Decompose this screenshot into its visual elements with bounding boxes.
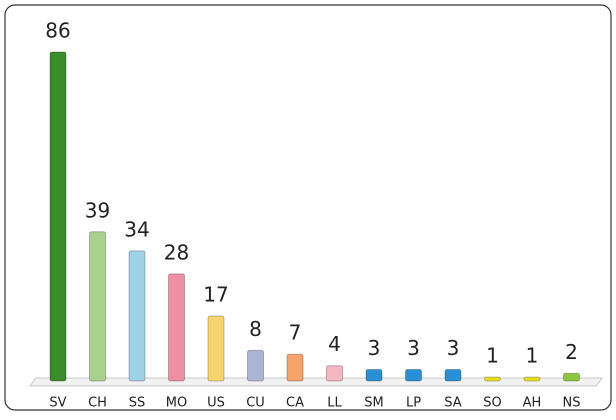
x-tick-label: LP [406,396,421,411]
data-label: 34 [124,217,149,241]
data-label: 1 [486,344,499,368]
bar [326,365,343,382]
bar [247,349,264,382]
bar [444,369,462,382]
x-tick-label: MO [166,396,187,411]
data-label: 17 [203,282,228,306]
bar [365,369,383,382]
data-label: 1 [526,344,539,368]
x-tick-label: LL [327,396,342,411]
bar [49,51,67,382]
bar [168,273,185,382]
data-label: 3 [407,336,420,360]
bar [128,250,146,382]
chart-frame [4,4,612,411]
x-tick-label: US [207,396,225,411]
bar [89,231,106,382]
x-tick-label: SA [444,396,461,411]
bar [207,315,225,382]
bar [523,376,541,382]
bar [405,369,422,382]
bar [286,353,304,382]
data-label: 86 [45,19,70,43]
x-tick-label: SS [129,396,146,411]
x-tick-label: NS [563,396,581,411]
data-label: 3 [447,336,460,360]
bar [563,372,580,382]
x-tick-label: CU [246,396,265,411]
x-tick-label: SO [483,396,501,411]
data-label: 4 [328,332,341,356]
x-tick-label: SM [364,396,383,411]
data-label: 3 [368,336,381,360]
x-tick-label: AH [523,396,542,411]
x-tick-label: CH [88,396,107,411]
data-label: 28 [164,240,189,264]
bar [484,376,501,382]
data-label: 39 [85,198,110,222]
data-label: 2 [565,340,578,364]
x-tick-label: SV [49,396,66,411]
data-label: 8 [249,317,262,341]
x-tick-label: CA [286,396,304,411]
floor [29,377,603,387]
data-label: 7 [289,321,302,345]
